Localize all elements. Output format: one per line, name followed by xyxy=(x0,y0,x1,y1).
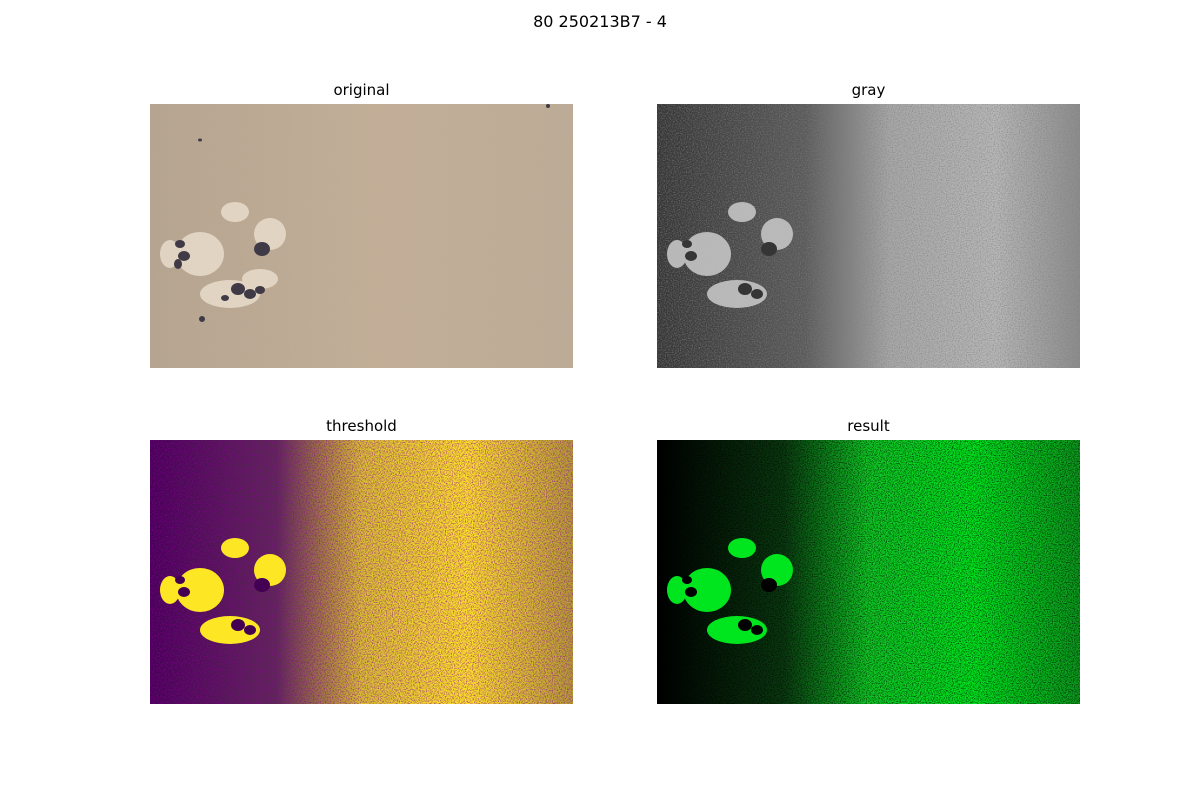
panel-title-gray: gray xyxy=(851,81,886,99)
image-result xyxy=(657,440,1080,704)
figure-suptitle: 80 250213B7 - 4 xyxy=(533,12,667,31)
image-threshold xyxy=(150,440,573,704)
image-gray xyxy=(657,104,1080,368)
panel-title-original: original xyxy=(333,81,390,99)
panel-title-threshold: threshold xyxy=(326,417,397,435)
panel-title-result: result xyxy=(847,417,890,435)
image-original xyxy=(150,104,573,368)
